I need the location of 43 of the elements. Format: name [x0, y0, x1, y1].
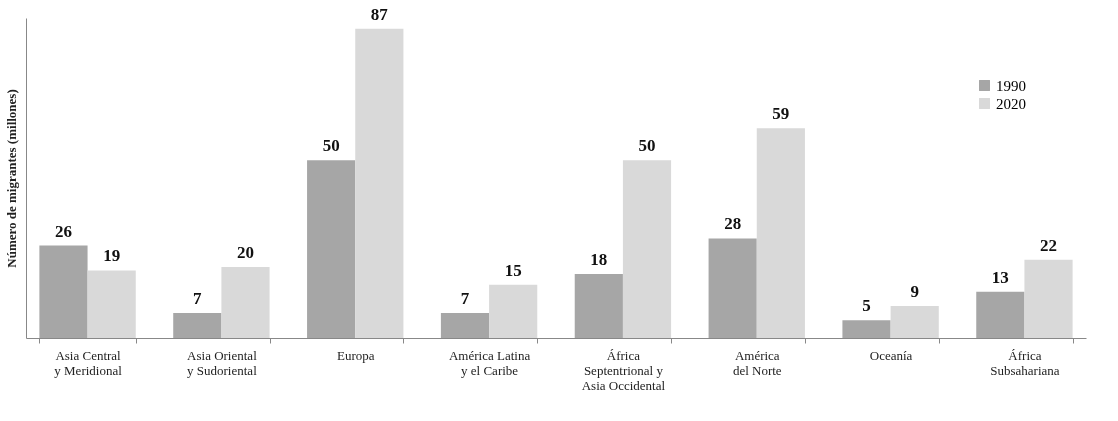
data-label: 13	[991, 267, 1009, 287]
bar	[355, 28, 404, 338]
data-label: 87	[370, 4, 389, 24]
bar	[574, 274, 623, 338]
bar	[708, 238, 757, 338]
bar	[221, 266, 270, 338]
data-label: 7	[460, 289, 470, 309]
x-tick-label: América del Norte	[732, 347, 782, 378]
x-tick-label: África Septentrional y Asia Occidental	[581, 347, 666, 393]
data-label: 59	[772, 104, 790, 124]
x-tick-label: Europa	[336, 347, 375, 363]
data-label: 7	[193, 289, 203, 309]
bar	[87, 270, 136, 338]
data-label: 28	[724, 214, 742, 234]
data-label: 9	[910, 282, 919, 301]
bar	[1024, 259, 1073, 338]
data-label: 26	[54, 221, 72, 241]
bar	[173, 313, 222, 338]
bar	[842, 320, 891, 338]
legend-label: 1990	[996, 77, 1026, 94]
x-tick-label: Asia Oriental y Sudoriental	[187, 347, 258, 378]
x-tick-label: África Subsahariana	[990, 347, 1060, 378]
bar	[976, 291, 1025, 338]
bar	[622, 160, 672, 338]
data-label: 18	[590, 250, 608, 269]
x-tick-label: Oceanía	[869, 347, 913, 363]
data-label: 5	[862, 296, 871, 316]
bar	[756, 128, 805, 338]
x-tick-label: Asia Central y Meridional	[54, 347, 123, 378]
bar	[440, 313, 490, 338]
legend-label: 2020	[996, 95, 1026, 112]
data-label: 19	[103, 246, 121, 266]
data-label: 50	[638, 136, 656, 156]
data-label: 15	[504, 260, 522, 280]
bar	[890, 306, 939, 338]
data-label: 50	[322, 136, 340, 156]
x-tick-label: América Latina y el Caribe	[448, 347, 531, 378]
y-axis-title: Número de migrantes (millones)	[3, 89, 19, 268]
data-label: 20	[236, 242, 254, 262]
bar	[39, 245, 88, 338]
bar	[307, 160, 356, 338]
bar	[489, 284, 538, 338]
data-label: 22	[1040, 235, 1058, 255]
